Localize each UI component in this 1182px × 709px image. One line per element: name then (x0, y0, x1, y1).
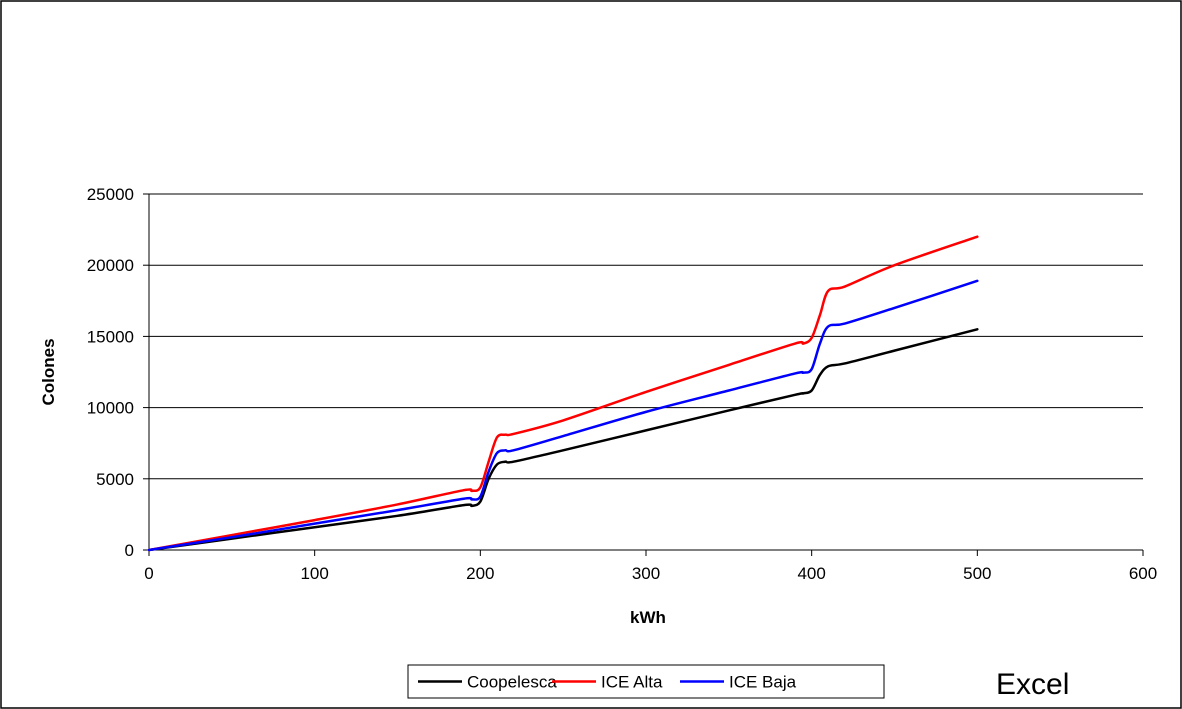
legend-box (407, 664, 885, 699)
y-tick-label: 20000 (87, 256, 134, 275)
legend-label: ICE Baja (729, 673, 797, 692)
legend-label: Coopelesca (467, 673, 557, 692)
gridlines (149, 193, 1143, 480)
y-tick-label: 5000 (96, 470, 134, 489)
y-tick-label: 10000 (87, 399, 134, 418)
y-tick-label: 0 (125, 541, 134, 560)
x-tick-label: 400 (797, 564, 825, 583)
series-lines (147, 235, 979, 552)
y-tick-label: 25000 (87, 185, 134, 204)
series-line-ice-baja (147, 279, 979, 552)
x-axis-title: kWh (630, 608, 666, 627)
x-tick-label: 500 (963, 564, 991, 583)
y-tick-label: 15000 (87, 327, 134, 346)
excel-annotation: Excel (996, 668, 1069, 701)
x-tick-label: 300 (632, 564, 660, 583)
series-line-ice-alta (147, 235, 979, 552)
x-tick-label: 200 (466, 564, 494, 583)
x-tick-label: 100 (300, 564, 328, 583)
legend: Coopelesca ICE Alta ICE Baja (407, 664, 885, 699)
axes (143, 193, 1144, 556)
x-tick-label: 0 (144, 564, 153, 583)
legend-label: ICE Alta (601, 673, 663, 692)
series-line-coopelesca (147, 328, 979, 552)
x-tick-label: 600 (1129, 564, 1157, 583)
y-axis-title: Colones (39, 338, 58, 405)
tick-labels: 0 5000 10000 15000 20000 25000 0 100 200 300 400 50… (87, 185, 1157, 583)
